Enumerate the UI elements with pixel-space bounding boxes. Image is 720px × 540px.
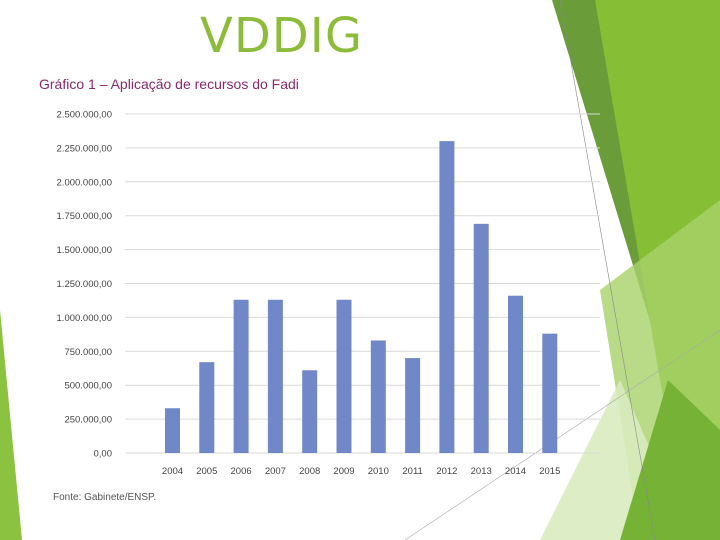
x-tick-label: 2005 (196, 466, 217, 477)
bar-2010 (370, 340, 386, 453)
x-axis-ticks: 2004 2005 2006 2007 2008 2009 2010 2011 2012 2013… (162, 466, 560, 477)
bar-2015 (542, 333, 558, 453)
x-tick-label: 2004 (162, 466, 183, 477)
bar-2006 (233, 299, 249, 453)
x-tick-label: 2013 (471, 466, 492, 477)
bar-2004 (165, 408, 180, 453)
bar-2009 (336, 299, 352, 453)
y-tick-label: 2.250.000,00 (57, 143, 112, 154)
x-tick-label: 2010 (368, 466, 389, 477)
left-green-triangle (0, 310, 22, 540)
y-tick-label: 1.500.000,00 (57, 245, 112, 256)
x-tick-label: 2007 (265, 466, 286, 477)
y-tick-label: 2.500.000,00 (57, 110, 112, 121)
y-tick-label: 1.750.000,00 (57, 211, 112, 222)
y-tick-label: 500.000,00 (64, 381, 112, 392)
bar-2014 (508, 295, 523, 453)
bar-2013 (473, 223, 489, 453)
y-axis-ticks: 0,00 250.000,00 500.000,00 750.000,00 1.000.… (57, 110, 112, 460)
x-tick-label: 2006 (231, 466, 252, 477)
y-tick-label: 750.000,00 (64, 347, 112, 358)
x-tick-label: 2012 (436, 466, 457, 477)
thin-line-2 (404, 329, 720, 540)
bars (165, 141, 558, 453)
bar-2005 (199, 362, 215, 453)
bottom-green-wedge (620, 380, 720, 540)
x-tick-label: 2009 (333, 466, 354, 477)
slide-title: VDDIG (200, 8, 364, 64)
gridlines (125, 113, 600, 454)
bar-2011 (405, 358, 421, 453)
x-tick-label: 2014 (505, 466, 526, 477)
y-tick-label: 0,00 (94, 449, 113, 460)
chart-title: Gráfico 1 – Aplicação de recursos do Fad… (39, 76, 299, 92)
y-tick-label: 250.000,00 (64, 415, 112, 426)
y-tick-label: 1.250.000,00 (57, 279, 112, 290)
x-tick-label: 2008 (299, 466, 320, 477)
bar-2007 (267, 299, 283, 453)
x-tick-label: 2011 (402, 466, 422, 477)
thin-line-1 (559, 0, 656, 540)
x-tick-label: 2015 (539, 466, 560, 477)
bar-2008 (302, 370, 318, 453)
y-tick-label: 2.000.000,00 (57, 177, 112, 188)
source-note: Fonte: Gabinete/ENSP. (53, 492, 157, 503)
y-tick-label: 1.000.000,00 (57, 313, 112, 324)
bar-2012 (439, 141, 455, 453)
